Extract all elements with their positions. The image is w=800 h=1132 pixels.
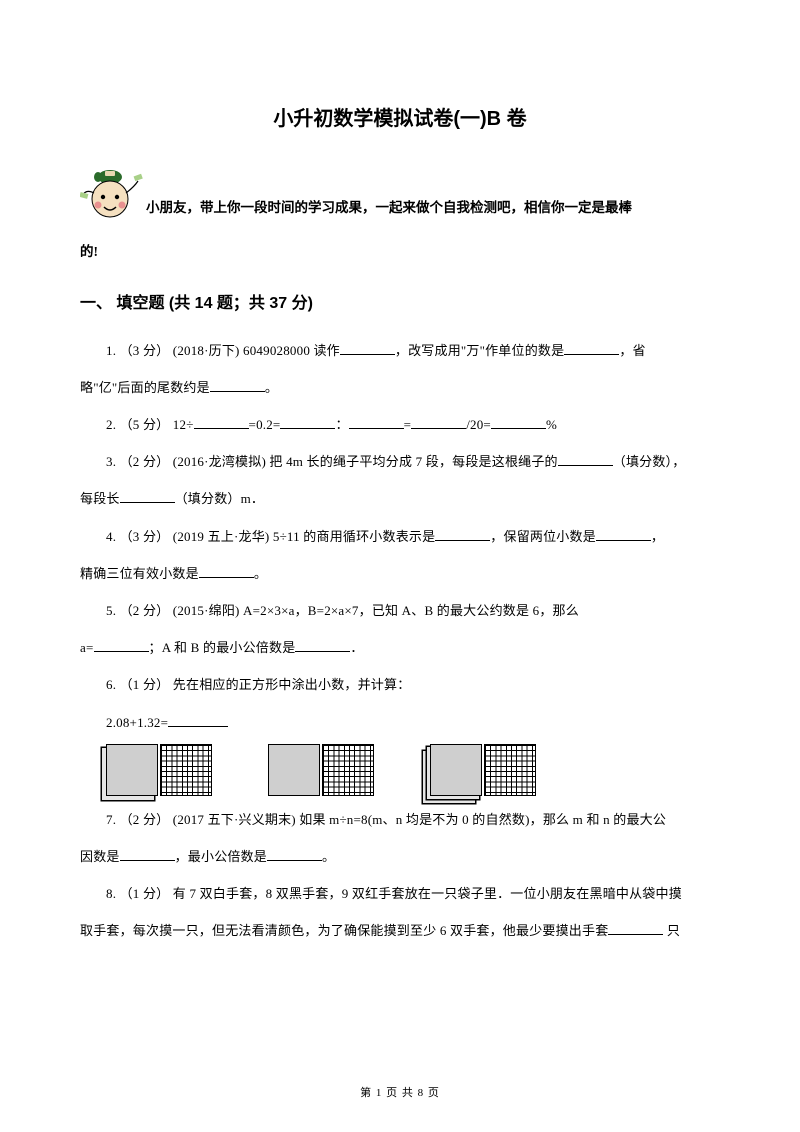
q7-l2c: 。 — [322, 849, 335, 864]
blank — [340, 343, 395, 355]
q5-l2a: a= — [80, 640, 94, 655]
blank — [411, 417, 466, 429]
blank — [558, 455, 613, 467]
q8-l2a: 取手套，每次摸一只，但无法看清颜色，为了确保能摸到至少 6 双手套，他最少要摸出… — [80, 923, 608, 938]
blank — [267, 849, 322, 861]
q7-a: 7. （2 分） (2017 五下·兴义期末) 如果 m÷n=8(m、n 均是不… — [106, 812, 666, 827]
blank — [349, 417, 404, 429]
square-pair-1 — [106, 744, 212, 796]
q3-l2b: （填分数）m． — [175, 491, 265, 506]
q2-c: ： — [335, 417, 348, 432]
question-2: 2. （5 分） 12÷ =0.2= ： = /20=% — [80, 409, 720, 440]
q4-a: 4. （3 分） (2019 五上·龙华) 5÷11 的商用循环小数表示是 — [106, 529, 435, 544]
blank — [435, 529, 490, 541]
q5-a: 5. （2 分） (2015·绵阳) A=2×3×a，B=2×a×7，已知 A、… — [106, 603, 579, 618]
square-pair-3 — [430, 744, 536, 796]
grid-square — [160, 744, 212, 796]
q3-b: （填分数）， — [613, 454, 686, 469]
q3-l2a: 每段长 — [80, 491, 120, 506]
q7-l2a: 因数是 — [80, 849, 120, 864]
blank — [194, 417, 249, 429]
question-3: 3. （2 分） (2016·龙湾模拟) 把 4m 长的绳子平均分成 7 段，每… — [80, 446, 720, 477]
q6-expr-text: 2.08+1.32= — [106, 715, 168, 730]
question-3-line2: 每段长 （填分数）m． — [80, 483, 720, 514]
q6-a: 6. （1 分） 先在相应的正方形中涂出小数，并计算： — [106, 677, 410, 692]
q1-line2-b: 。 — [265, 380, 278, 395]
blank — [210, 380, 265, 392]
q8-a: 8. （1 分） 有 7 双白手套，8 双黑手套，9 双红手套放在一只袋子里．一… — [106, 886, 682, 901]
q7-l2b: ，最小公倍数是 — [175, 849, 267, 864]
blank — [94, 641, 149, 653]
blank — [491, 417, 546, 429]
blank — [199, 566, 254, 578]
blank — [564, 343, 619, 355]
question-8-line2: 取手套，每次摸一只，但无法看清颜色，为了确保能摸到至少 6 双手套，他最少要摸出… — [80, 915, 720, 946]
q4-c: ， — [651, 529, 664, 544]
stacked-squares — [430, 744, 482, 796]
blank — [120, 849, 175, 861]
q1-line2-a: 略"亿"后面的尾数约是 — [80, 380, 210, 395]
question-6: 6. （1 分） 先在相应的正方形中涂出小数，并计算： — [80, 669, 720, 700]
q2-b: =0.2= — [249, 417, 281, 432]
q4-b: ，保留两位小数是 — [490, 529, 596, 544]
blank — [596, 529, 651, 541]
square-pair-2 — [268, 744, 374, 796]
q1-text-c: ，省 — [619, 343, 645, 358]
q3-a: 3. （2 分） (2016·龙湾模拟) 把 4m 长的绳子平均分成 7 段，每… — [106, 454, 558, 469]
q2-f: % — [546, 417, 557, 432]
question-8: 8. （1 分） 有 7 双白手套，8 双黑手套，9 双红手套放在一只袋子里．一… — [80, 878, 720, 909]
decimal-squares-row — [106, 744, 720, 796]
question-1: 1. （3 分） (2018·历下) 6049028000 读作 ，改写成用"万"… — [80, 335, 720, 366]
question-5: 5. （2 分） (2015·绵阳) A=2×3×a，B=2×a×7，已知 A、… — [80, 595, 720, 626]
stacked-squares — [106, 744, 158, 796]
intro-text-line2: 的! — [80, 237, 720, 267]
blank — [280, 417, 335, 429]
q2-a: 2. （5 分） 12÷ — [106, 417, 194, 432]
q5-l2c: ． — [350, 640, 363, 655]
q2-d: = — [404, 417, 412, 432]
blank — [168, 715, 228, 727]
gray-square — [106, 744, 158, 796]
mascot-icon — [80, 167, 144, 225]
q4-l2a: 精确三位有效小数是 — [80, 566, 199, 581]
q5-l2b: ；A 和 B 的最小公倍数是 — [149, 640, 296, 655]
question-7: 7. （2 分） (2017 五下·兴义期末) 如果 m÷n=8(m、n 均是不… — [80, 804, 720, 835]
q1-text-b: ，改写成用"万"作单位的数是 — [395, 343, 564, 358]
question-4-line2: 精确三位有效小数是 。 — [80, 558, 720, 589]
intro-row: 小朋友，带上你一段时间的学习成果，一起来做个自我检测吧，相信你一定是最棒 — [80, 167, 720, 225]
question-5-line2: a= ；A 和 B 的最小公倍数是 ． — [80, 632, 720, 663]
question-4: 4. （3 分） (2019 五上·龙华) 5÷11 的商用循环小数表示是 ，保留… — [80, 521, 720, 552]
intro-text-line1: 小朋友，带上你一段时间的学习成果，一起来做个自我检测吧，相信你一定是最棒 — [146, 193, 632, 225]
blank — [295, 641, 350, 653]
q8-l2b: 只 — [663, 923, 680, 938]
grid-square — [322, 744, 374, 796]
question-7-line2: 因数是 ，最小公倍数是 。 — [80, 841, 720, 872]
blank — [608, 924, 663, 936]
q1-text-a: 1. （3 分） (2018·历下) 6049028000 读作 — [106, 343, 340, 358]
q2-e: /20= — [466, 417, 491, 432]
page-footer: 第 1 页 共 8 页 — [0, 1084, 800, 1100]
page-title: 小升初数学模拟试卷(一)B 卷 — [80, 102, 720, 131]
grid-square — [484, 744, 536, 796]
blank — [120, 492, 175, 504]
question-6-expr: 2.08+1.32= — [80, 707, 720, 738]
q4-l2b: 。 — [254, 566, 267, 581]
question-1-line2: 略"亿"后面的尾数约是 。 — [80, 372, 720, 403]
gray-square — [268, 744, 320, 796]
gray-square — [430, 744, 482, 796]
section-1-heading: 一、 填空题 (共 14 题；共 37 分) — [80, 289, 720, 313]
